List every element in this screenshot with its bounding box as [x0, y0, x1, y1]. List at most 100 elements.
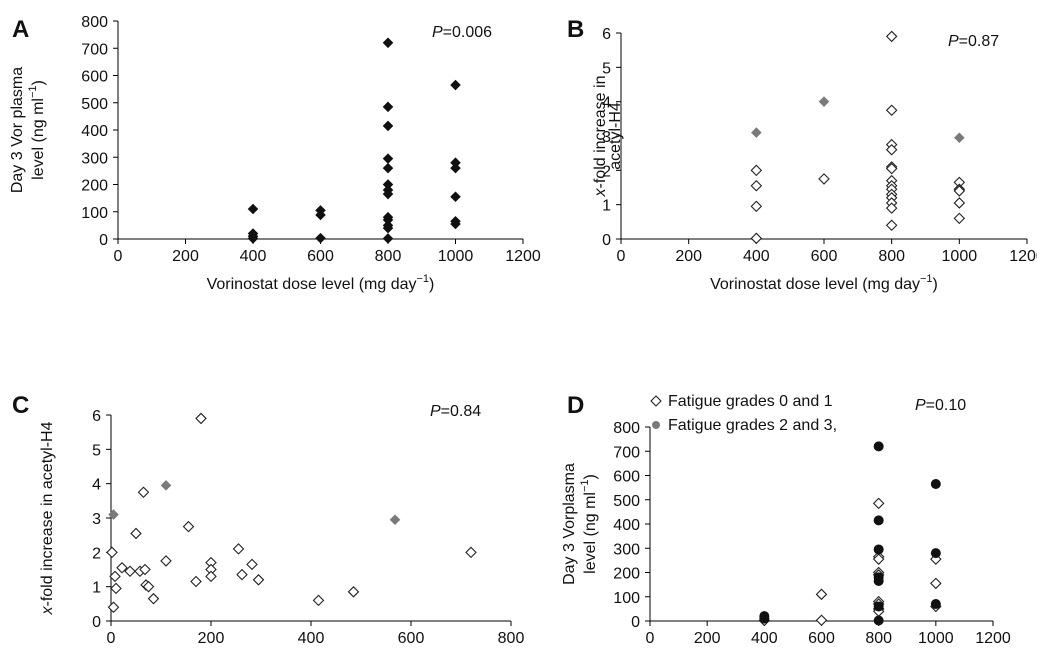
x-tick-label: 800 [878, 248, 905, 265]
y-axis-label: x-fold increase in acetyl-H4 [39, 421, 56, 615]
data-point [815, 614, 828, 627]
data-point [873, 575, 884, 586]
p-value: P=0.10 [915, 397, 966, 414]
y-axis-label-line2: level (ng ml−1) [27, 80, 47, 180]
data-point [247, 233, 259, 244]
data-point [106, 546, 118, 559]
y-axis-label-line1: Day 3 Vor plasma [9, 67, 26, 193]
y-tick-label: 100 [613, 590, 640, 607]
y-axis-label-line2: level (ng ml−1) [579, 474, 599, 574]
data-point [954, 132, 965, 143]
data-point [160, 480, 172, 491]
data-point [236, 568, 248, 581]
legend: Fatigue grades 0 and 1 Fatigue grades 2 a… [650, 393, 837, 434]
y-tick-label: 0 [631, 614, 640, 631]
x-tick-label: 200 [172, 248, 199, 265]
y-tick-label: 600 [81, 69, 108, 86]
data-point [885, 143, 898, 156]
y-tick-label: 3 [92, 511, 101, 528]
data-point [142, 580, 155, 593]
data-point [246, 558, 258, 571]
data-point [389, 514, 401, 525]
y-axis-label-line1: Day 3 Vorplasma [561, 463, 578, 585]
data-point [465, 546, 477, 559]
data-point [247, 203, 259, 215]
y-tick-label: 6 [602, 26, 611, 43]
y-axis-label-line1: x-fold increase in [592, 76, 609, 198]
x-tick-label: 0 [107, 630, 116, 647]
data-point [953, 185, 966, 197]
x-tick-label: 800 [375, 248, 402, 265]
data-point [751, 127, 762, 138]
y-tick-label: 100 [81, 205, 108, 222]
data-point [147, 592, 160, 605]
x-axis-label: Vorinostat dose level (mg day−1) [710, 273, 938, 293]
data-point [930, 478, 941, 489]
data-point [885, 104, 898, 117]
y-tick-label: 300 [81, 150, 108, 167]
x-tick-label: 1000 [438, 248, 474, 265]
y-tick-label: 1 [92, 580, 101, 597]
data-point [953, 197, 966, 209]
panel-label: B [567, 16, 584, 43]
data-point [108, 509, 119, 520]
data-point [872, 497, 885, 510]
legend-label: Fatigue grades 0 and 1 [668, 393, 833, 410]
y-tick-label: 700 [81, 41, 108, 58]
p-value: P=0.84 [430, 403, 481, 420]
y-tick-label: 3 [602, 129, 611, 146]
legend-label: Fatigue grades 2 and 3, [668, 417, 837, 434]
data-point [182, 520, 195, 533]
data-point [930, 548, 941, 559]
data-point [750, 200, 763, 213]
data-point [315, 232, 326, 244]
data-point [130, 527, 142, 540]
data-point [873, 544, 884, 555]
x-tick-label: 400 [743, 248, 770, 265]
y-tick-label: 500 [613, 493, 640, 510]
x-tick-label: 600 [307, 248, 334, 265]
data-point [873, 515, 884, 526]
x-tick-label: 600 [808, 630, 835, 647]
data-point [382, 188, 394, 200]
data-point [382, 153, 394, 164]
x-tick-label: 600 [398, 630, 425, 647]
data-point [885, 30, 898, 43]
data-point [137, 486, 150, 499]
panel-b: 0 200 400 600 800 1000 1200 0 1 2 3 4 5 6 Vorinostat d… [567, 16, 1037, 293]
data-point [815, 588, 828, 601]
data-point [382, 162, 394, 174]
y-tick-label: 2 [92, 545, 101, 562]
data-point [872, 553, 885, 565]
x-tick-label: 600 [811, 248, 838, 265]
data-point [109, 570, 121, 583]
y-axis-label-line2: acetyl-H4 [607, 102, 624, 170]
x-tick-label: 1000 [918, 630, 954, 647]
data-point [252, 574, 265, 586]
y-tick-label: 800 [613, 420, 640, 437]
x-tick-label: 400 [298, 630, 325, 647]
data-point [347, 586, 360, 598]
x-tick-label: 200 [694, 630, 721, 647]
y-tick-label: 800 [81, 14, 108, 31]
x-tick-label: 200 [198, 630, 225, 647]
legend-marker [652, 421, 660, 429]
data-point [195, 412, 207, 425]
data-point [205, 570, 217, 583]
data-point [930, 599, 941, 610]
y-tick-label: 300 [613, 541, 640, 558]
data-point [160, 555, 172, 567]
panel-label: D [567, 392, 584, 419]
data-point [116, 562, 128, 574]
x-tick-label: 1200 [975, 630, 1011, 647]
data-point [190, 575, 202, 588]
data-point [450, 218, 461, 230]
data-point [750, 180, 763, 192]
y-tick-label: 0 [92, 614, 101, 631]
y-tick-label: 200 [613, 566, 640, 583]
x-axis-label: Vorinostat dose level (mg day−1) [207, 273, 435, 293]
panel-a: 0 200 400 600 800 1000 1200 0 100 200 300 400 500 600… [9, 14, 541, 293]
data-point [818, 173, 830, 185]
x-tick-label: 400 [751, 630, 778, 647]
x-tick-label: 200 [675, 248, 702, 265]
